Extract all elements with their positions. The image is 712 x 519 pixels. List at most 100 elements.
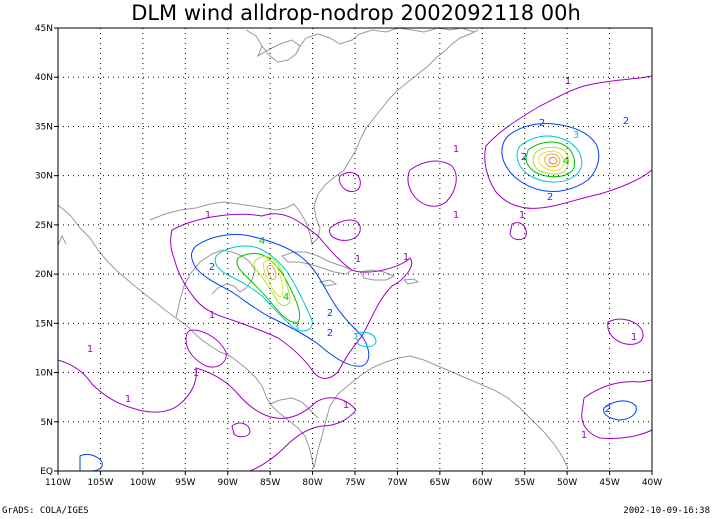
lat-tick-label: EQ (40, 467, 53, 477)
contour-level1 (185, 329, 227, 368)
contour-value-label: 1 (453, 210, 459, 221)
contour-value-label: 2 (605, 404, 611, 415)
contour-level2 (603, 400, 637, 421)
lon-tick-label: 90W (218, 478, 238, 488)
axis-layer: 110W 105W 100W 95W 90W 85W 80W 75W 70W 65W 60W 55W 5… (35, 24, 662, 488)
contour-level3 (516, 135, 583, 183)
lon-tick-label: 45W (599, 478, 619, 488)
lon-tick-label: 60W (472, 478, 492, 488)
coastline-great-lakes (261, 45, 301, 63)
contour-level6 (263, 259, 284, 297)
contour-level4 (236, 253, 301, 323)
lon-tick-label: 55W (515, 478, 535, 488)
lat-tick-label: 10N (35, 369, 53, 379)
contour-level1 (231, 422, 251, 438)
contour-value-label: 1 (209, 310, 215, 321)
contour-level7 (544, 153, 561, 168)
lon-tick-label: 105W (87, 478, 113, 488)
lon-tick-label: 110W (45, 478, 71, 488)
lat-tick-label: 20N (35, 270, 53, 280)
contour-level4 (525, 141, 575, 178)
contour-level1 (607, 318, 644, 345)
contour-value-label: 1 (403, 252, 409, 263)
contour-level2 (501, 123, 600, 193)
contour-value-label: 1 (581, 430, 587, 441)
coastline-south-america (313, 355, 569, 469)
contour-value-label: 2 (623, 116, 629, 127)
contour-value-label: 3 (293, 322, 299, 333)
contour-level6 (538, 150, 565, 171)
lon-tick-label: 70W (387, 478, 407, 488)
coastline-cuba (281, 251, 354, 275)
contour-value-label: 1 (343, 400, 349, 411)
contour-level1 (170, 213, 412, 379)
coastline-canada-north (245, 27, 475, 58)
contour-value-label: 2 (547, 192, 553, 203)
contour-value-label: 1 (631, 332, 637, 343)
lat-tick-label: 45N (35, 24, 53, 34)
contour-level2 (191, 233, 370, 367)
lat-tick-label: 25N (35, 221, 53, 231)
contour-level1 (338, 172, 361, 193)
coastline-puerto-rico (402, 278, 420, 285)
lon-tick-label: 85W (260, 478, 280, 488)
lon-tick-label: 100W (130, 478, 156, 488)
lon-tick-label: 95W (175, 478, 195, 488)
contour-value-label: 1 (355, 254, 361, 265)
coastline-layer (57, 27, 569, 469)
grid-layer (58, 28, 652, 471)
lon-tick-label: 75W (345, 478, 365, 488)
coastline-gulf-north (149, 29, 479, 246)
contour-value-label: 1 (519, 210, 525, 221)
contour-level2 (79, 453, 103, 472)
contour-level8 (548, 156, 558, 165)
contour-layer (57, 75, 653, 472)
contour-value-label: 1 (565, 76, 571, 87)
lat-tick-label: 15N (35, 319, 53, 329)
contour-value-label: 1 (87, 344, 93, 355)
coastline-yucatan (175, 249, 256, 319)
contour-label-layer: 1 1 1 1 1 1 1 1 1 1 1 1 1 1 2 2 2 2 2 2 2 2 3 3 4 4 4 (87, 76, 637, 441)
contour-level3 (355, 331, 377, 348)
lon-tick-label: 80W (302, 478, 322, 488)
coastline-baja (57, 234, 67, 246)
contour-value-label: 1 (193, 368, 199, 379)
contour-level1 (484, 75, 653, 209)
contour-value-label: 1 (205, 210, 211, 221)
page-title: DLM wind alldrop-nodrop 2002092118 00h (131, 1, 581, 25)
contour-value-label: 1 (125, 394, 131, 405)
lon-tick-label: 40W (642, 478, 662, 488)
lat-tick-label: 40N (35, 73, 53, 83)
contour-level1 (57, 359, 357, 472)
contour-value-label: 4 (259, 236, 265, 247)
contour-value-label: 3 (573, 130, 579, 141)
contour-level1 (509, 222, 527, 241)
contour-value-label: 4 (563, 156, 569, 167)
contour-value-label: 4 (283, 292, 289, 303)
contour-value-label: 2 (327, 328, 333, 339)
contour-value-label: 2 (521, 152, 527, 163)
contour-value-label: 2 (539, 118, 545, 129)
contour-level1 (329, 219, 361, 241)
coastline-panama (269, 397, 319, 419)
title-text: DLM wind alldrop-nodrop 2002092118 00h (131, 1, 581, 25)
coastline-jamaica (318, 279, 338, 287)
footer-credit: GrADS: COLA/IGES (2, 506, 89, 516)
coastline-hispaniola (359, 269, 396, 281)
contour-value-label: 2 (327, 308, 333, 319)
contour-value-label: 1 (453, 144, 459, 155)
contour-level1 (581, 379, 653, 439)
lat-tick-label: 30N (35, 172, 53, 182)
contour-level5 (253, 256, 291, 306)
contour-level3 (214, 245, 313, 332)
lon-tick-label: 50W (557, 478, 577, 488)
lat-tick-label: 5N (41, 418, 53, 428)
lon-tick-label: 65W (430, 478, 450, 488)
contour-level1 (407, 160, 457, 207)
coastline-mexico-us (57, 204, 315, 469)
lat-tick-label: 35N (35, 122, 53, 132)
footer-timestamp: 2002-10-09-16:38 (623, 506, 710, 516)
contour-level5 (532, 146, 569, 175)
